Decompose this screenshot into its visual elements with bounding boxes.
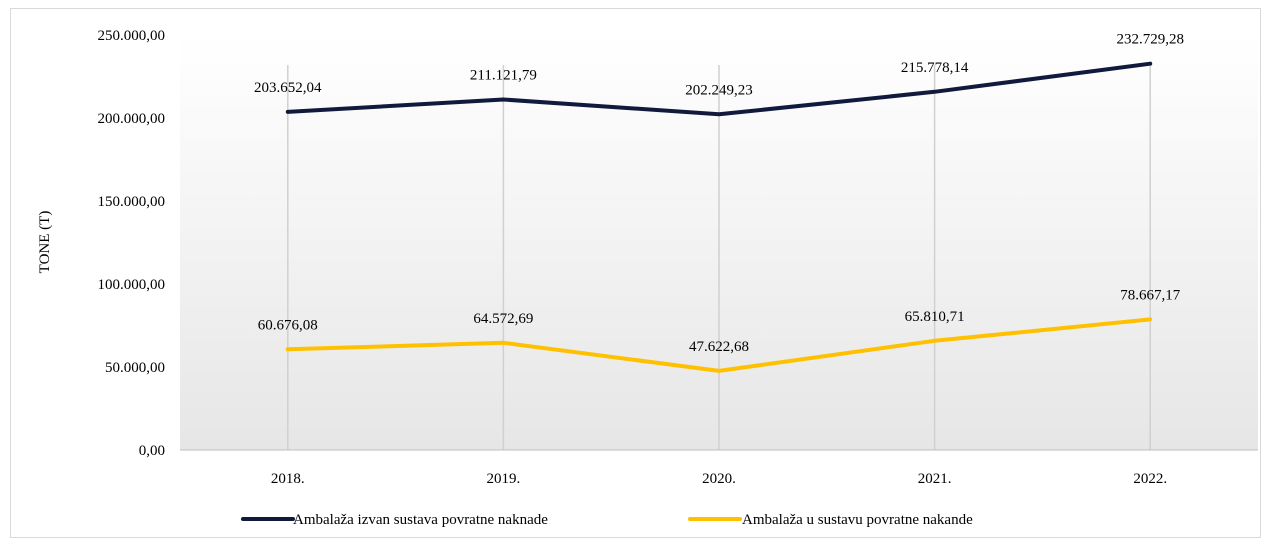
x-tick-label: 2018. [271, 471, 305, 487]
y-axis-title: TONE (T) [37, 211, 53, 274]
data-label: 215.778,14 [901, 60, 969, 76]
y-tick-label: 50.000,00 [105, 360, 165, 376]
x-tick-label: 2022. [1133, 471, 1167, 487]
y-tick-label: 150.000,00 [98, 194, 166, 210]
legend-label: Ambalaža u sustavu povratne nakande [742, 512, 973, 528]
data-label: 232.729,28 [1116, 32, 1184, 48]
data-label: 60.676,08 [258, 317, 318, 333]
x-axis: 2018. 2019. 2020. 2021. 2022. [180, 449, 1258, 487]
y-axis: 0,00 50.000,00 100.000,00 150.000,00 200.000… [98, 28, 166, 459]
y-tick-label: 0,00 [139, 443, 165, 459]
data-labels: 203.652,04 211.121,79 202.249,23 215.778,14… [254, 32, 1184, 355]
x-tick-label: 2019. [487, 471, 521, 487]
legend: Ambalaža izvan sustava povratne naknade A… [241, 512, 973, 528]
data-label: 78.667,17 [1120, 287, 1181, 303]
data-label: 211.121,79 [470, 68, 537, 84]
legend-label: Ambalaža izvan sustava povratne naknade [293, 512, 548, 528]
x-tick-label: 2021. [918, 471, 952, 487]
data-label: 203.652,04 [254, 80, 322, 96]
grid-lines [287, 65, 1151, 450]
y-tick-label: 250.000,00 [98, 28, 166, 44]
x-tick-label: 2020. [702, 471, 736, 487]
data-label: 47.622,68 [689, 339, 749, 355]
data-label: 64.572,69 [473, 311, 533, 327]
y-tick-label: 200.000,00 [98, 111, 166, 127]
series-line [285, 61, 1153, 117]
series-lines [285, 61, 1153, 373]
data-label: 202.249,23 [685, 82, 753, 98]
series-line [285, 317, 1153, 373]
y-tick-label: 100.000,00 [98, 277, 166, 293]
data-label: 65.810,71 [905, 309, 965, 325]
